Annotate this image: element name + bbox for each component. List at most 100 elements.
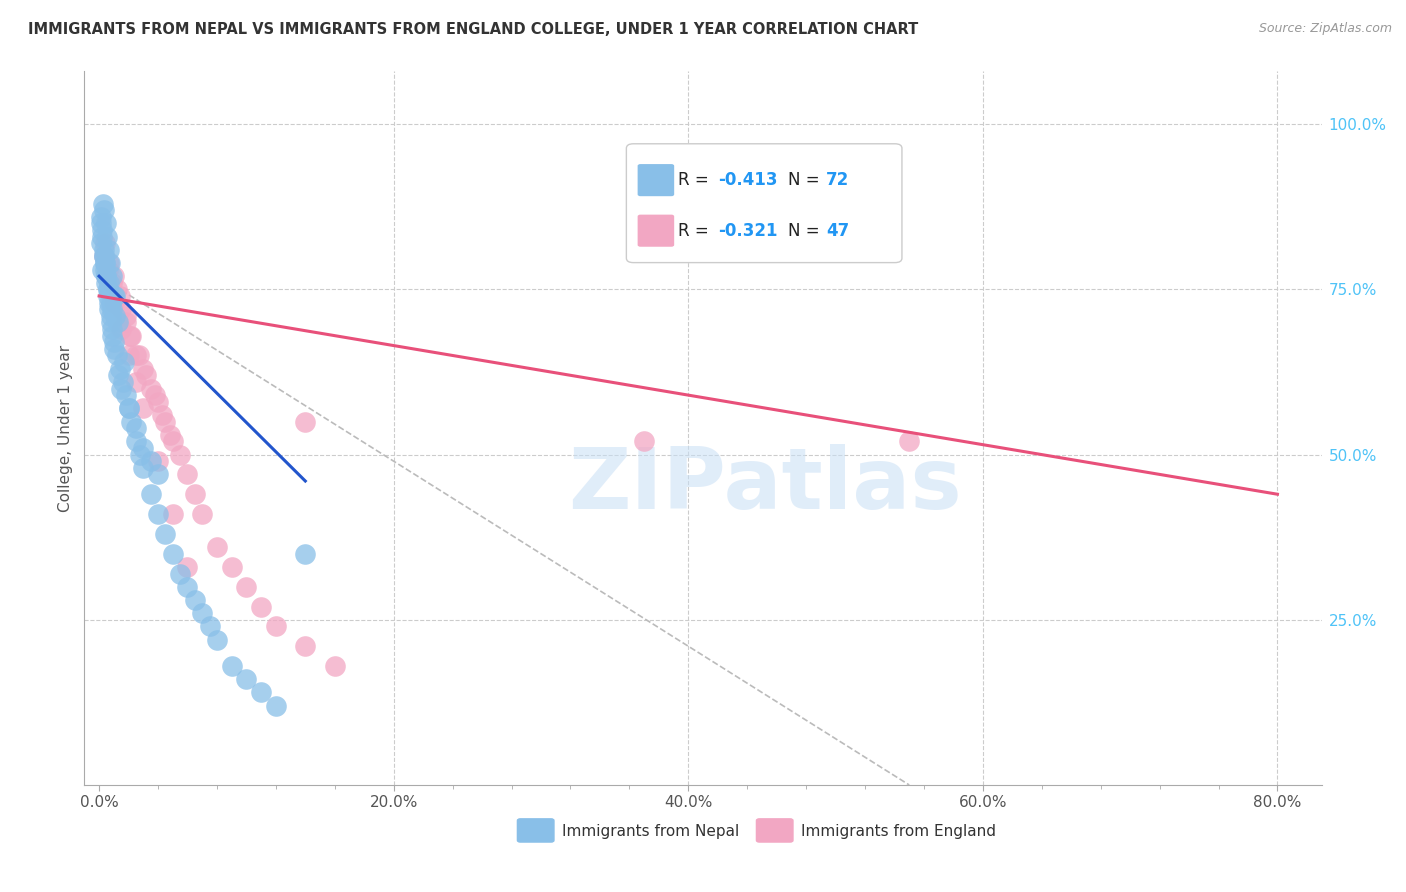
- Point: [250, 685, 273, 699]
- Text: R =: R =: [679, 222, 714, 240]
- Point: [132, 460, 155, 475]
- Point: [96, 229, 118, 244]
- Point: [294, 639, 316, 653]
- Point: [205, 540, 228, 554]
- Point: [101, 322, 124, 336]
- Point: [176, 467, 198, 482]
- Point: [125, 375, 148, 389]
- Point: [103, 269, 125, 284]
- Y-axis label: College, Under 1 year: College, Under 1 year: [58, 344, 73, 512]
- Point: [125, 434, 148, 449]
- Point: [132, 441, 155, 455]
- Point: [96, 269, 118, 284]
- Point: [139, 454, 162, 468]
- Point: [235, 672, 257, 686]
- Point: [105, 282, 128, 296]
- Point: [633, 434, 655, 449]
- Point: [98, 302, 121, 317]
- Point: [97, 243, 120, 257]
- Point: [264, 698, 287, 713]
- Point: [100, 315, 122, 329]
- Point: [96, 269, 118, 284]
- Point: [184, 593, 207, 607]
- Point: [103, 289, 125, 303]
- Point: [294, 415, 316, 429]
- Point: [118, 328, 141, 343]
- Point: [94, 256, 117, 270]
- Text: Immigrants from Nepal: Immigrants from Nepal: [562, 824, 740, 838]
- Point: [90, 216, 112, 230]
- Point: [205, 632, 228, 647]
- Point: [103, 335, 125, 350]
- Text: N =: N =: [787, 222, 825, 240]
- Point: [96, 276, 118, 290]
- Point: [110, 322, 132, 336]
- Point: [90, 236, 112, 251]
- Point: [117, 401, 139, 416]
- Point: [91, 223, 114, 237]
- Point: [97, 289, 120, 303]
- Point: [139, 487, 162, 501]
- Point: [159, 427, 181, 442]
- Point: [101, 328, 124, 343]
- Point: [93, 243, 115, 257]
- Point: [101, 276, 124, 290]
- Point: [162, 507, 184, 521]
- Point: [103, 295, 125, 310]
- Point: [96, 269, 118, 284]
- Text: ZIPatlas: ZIPatlas: [568, 443, 962, 527]
- Point: [198, 619, 221, 633]
- Point: [91, 196, 114, 211]
- Point: [93, 249, 115, 263]
- Point: [162, 434, 184, 449]
- Point: [108, 361, 131, 376]
- Point: [94, 262, 117, 277]
- Point: [111, 375, 134, 389]
- Point: [152, 408, 174, 422]
- Point: [146, 454, 169, 468]
- Point: [97, 282, 120, 296]
- Point: [97, 262, 120, 277]
- Point: [139, 382, 162, 396]
- Point: [146, 467, 169, 482]
- Text: -0.321: -0.321: [718, 222, 778, 240]
- Text: N =: N =: [787, 171, 825, 189]
- Point: [104, 289, 127, 303]
- Text: Immigrants from England: Immigrants from England: [801, 824, 997, 838]
- Text: Source: ZipAtlas.com: Source: ZipAtlas.com: [1258, 22, 1392, 36]
- Point: [93, 249, 115, 263]
- Point: [176, 580, 198, 594]
- Point: [94, 256, 117, 270]
- Point: [250, 599, 273, 614]
- Point: [110, 382, 132, 396]
- Point: [135, 368, 157, 383]
- Point: [898, 434, 921, 449]
- Point: [110, 302, 132, 317]
- Point: [117, 401, 139, 416]
- Point: [146, 507, 169, 521]
- Point: [264, 619, 287, 633]
- Point: [97, 282, 120, 296]
- Point: [114, 309, 136, 323]
- Text: 72: 72: [827, 171, 849, 189]
- Point: [221, 560, 243, 574]
- Point: [91, 229, 114, 244]
- Point: [103, 342, 125, 356]
- Point: [155, 527, 177, 541]
- Point: [129, 448, 152, 462]
- Point: [128, 349, 150, 363]
- Point: [98, 295, 121, 310]
- Point: [323, 659, 346, 673]
- Point: [143, 388, 166, 402]
- Point: [108, 289, 131, 303]
- Point: [155, 415, 177, 429]
- Point: [114, 315, 136, 329]
- Text: R =: R =: [679, 171, 714, 189]
- Point: [121, 415, 143, 429]
- Point: [94, 216, 117, 230]
- Point: [101, 302, 124, 317]
- Point: [162, 547, 184, 561]
- Point: [125, 349, 148, 363]
- Point: [221, 659, 243, 673]
- Point: [132, 361, 155, 376]
